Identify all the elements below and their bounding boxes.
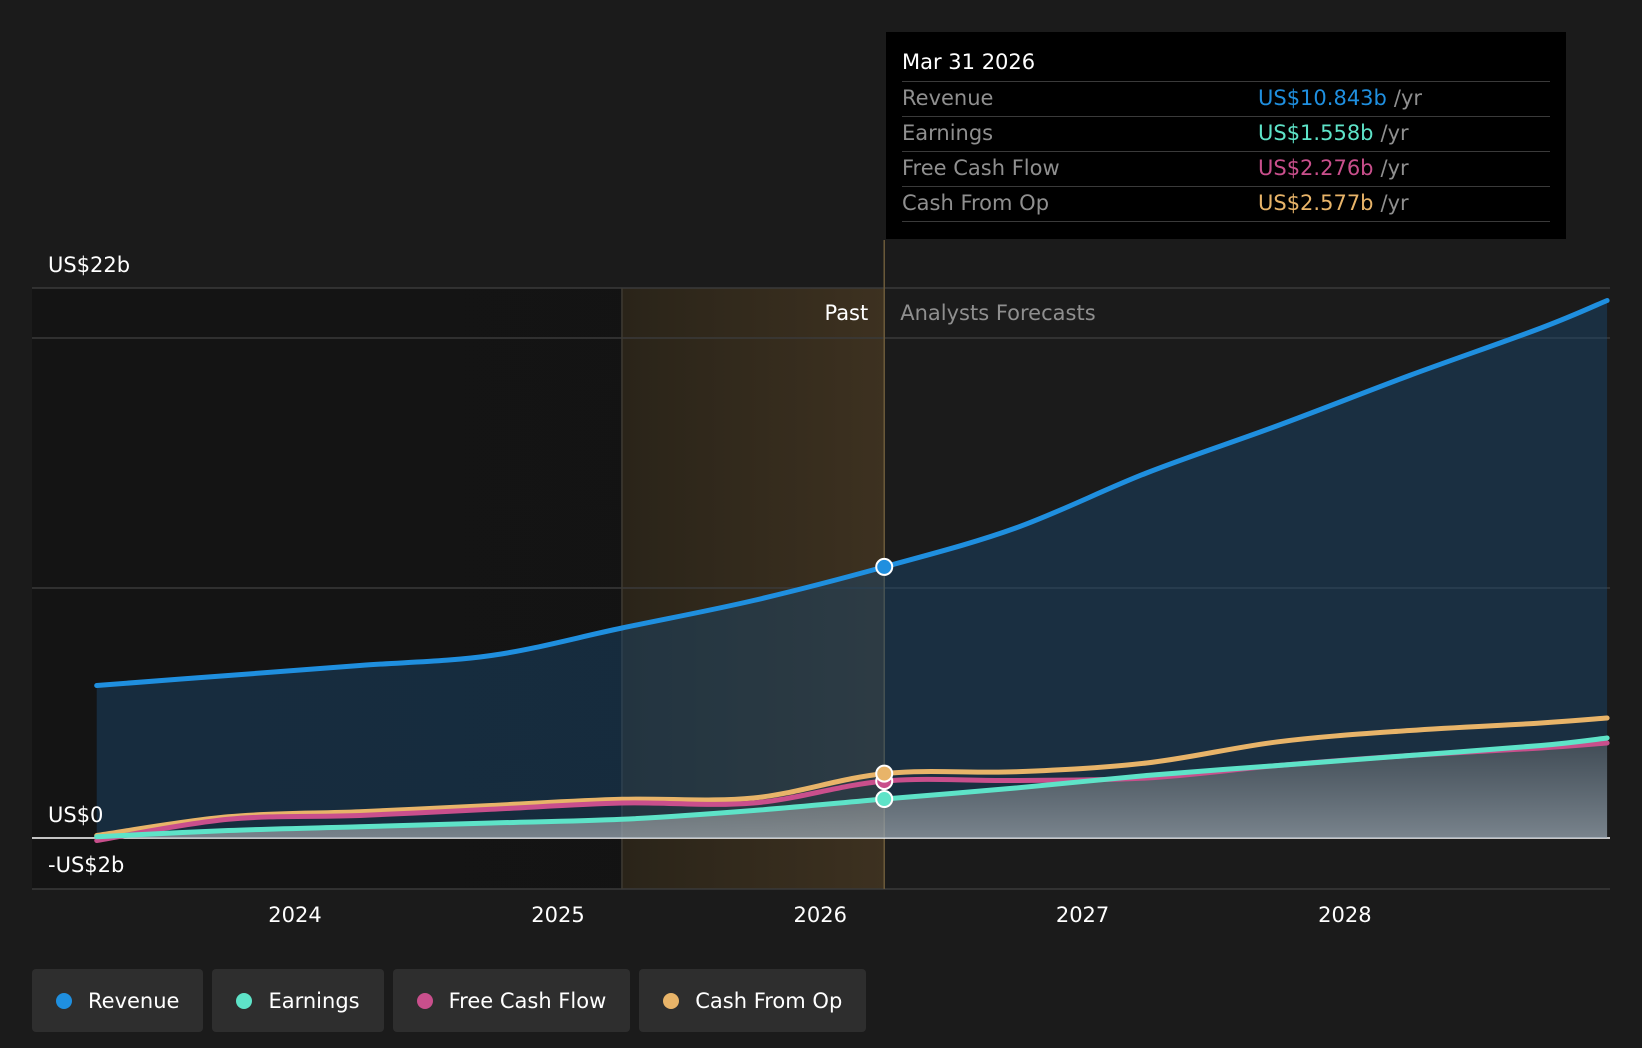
tooltip-row-revenue: Revenue US$10.843b /yr [902,82,1550,117]
legend-item-earnings[interactable]: Earnings [212,969,384,1032]
legend: Revenue Earnings Free Cash Flow Cash Fro… [32,969,867,1032]
tooltip-label: Cash From Op [902,191,1050,215]
x-axis-tick-label: 2025 [531,903,584,927]
legend-item-revenue[interactable]: Revenue [32,969,204,1032]
earnings-marker [875,790,894,809]
past-label: Past [824,301,868,325]
tooltip: Mar 31 2026 Revenue US$10.843b /yr Earni… [886,32,1566,239]
cash-from-op-marker [875,764,894,783]
legend-dot-icon [416,992,433,1009]
legend-dot-icon [236,992,253,1009]
forecast-label: Analysts Forecasts [900,301,1095,325]
legend-item-free-cash-flow[interactable]: Free Cash Flow [392,969,631,1032]
x-axis-tick-label: 2024 [268,903,321,927]
legend-label: Free Cash Flow [448,988,607,1013]
y-axis-label: US$22b [48,253,130,277]
tooltip-unit: /yr [1380,191,1409,215]
tooltip-value: US$2.577b [1258,191,1374,215]
earnings-area [96,738,1608,838]
y-axis-label: US$0 [48,803,103,827]
x-axis-tick-label: 2026 [794,903,847,927]
tooltip-unit: /yr [1380,156,1409,180]
legend-dot-icon [56,992,72,1009]
tooltip-label: Earnings [902,121,994,145]
legend-item-cash-from-op[interactable]: Cash From Op [639,969,867,1032]
revenue-marker [875,557,894,576]
legend-dot-icon [663,992,680,1009]
legend-label: Earnings [268,988,360,1013]
tooltip-label: Free Cash Flow [902,156,1060,180]
tooltip-value: US$2.276b [1258,156,1374,180]
tooltip-value: US$10.843b [1258,86,1387,110]
tooltip-label: Revenue [902,86,994,110]
y-axis-label: -US$2b [48,853,124,877]
x-axis-tick-label: 2027 [1056,903,1109,927]
tooltip-row-cash-from-op: Cash From Op US$2.577b /yr [902,187,1550,222]
tooltip-unit: /yr [1393,86,1423,110]
revenue-area [96,300,1608,838]
tooltip-value: US$1.558b [1258,121,1374,145]
tooltip-row-earnings: Earnings US$1.558b /yr [902,117,1550,152]
tooltip-date: Mar 31 2026 [902,46,1550,82]
tooltip-unit: /yr [1380,121,1409,145]
tooltip-row-free-cash-flow: Free Cash Flow US$2.276b /yr [902,152,1550,187]
x-axis-tick-label: 2028 [1318,903,1371,927]
legend-label: Cash From Op [695,988,843,1013]
legend-label: Revenue [88,988,180,1013]
